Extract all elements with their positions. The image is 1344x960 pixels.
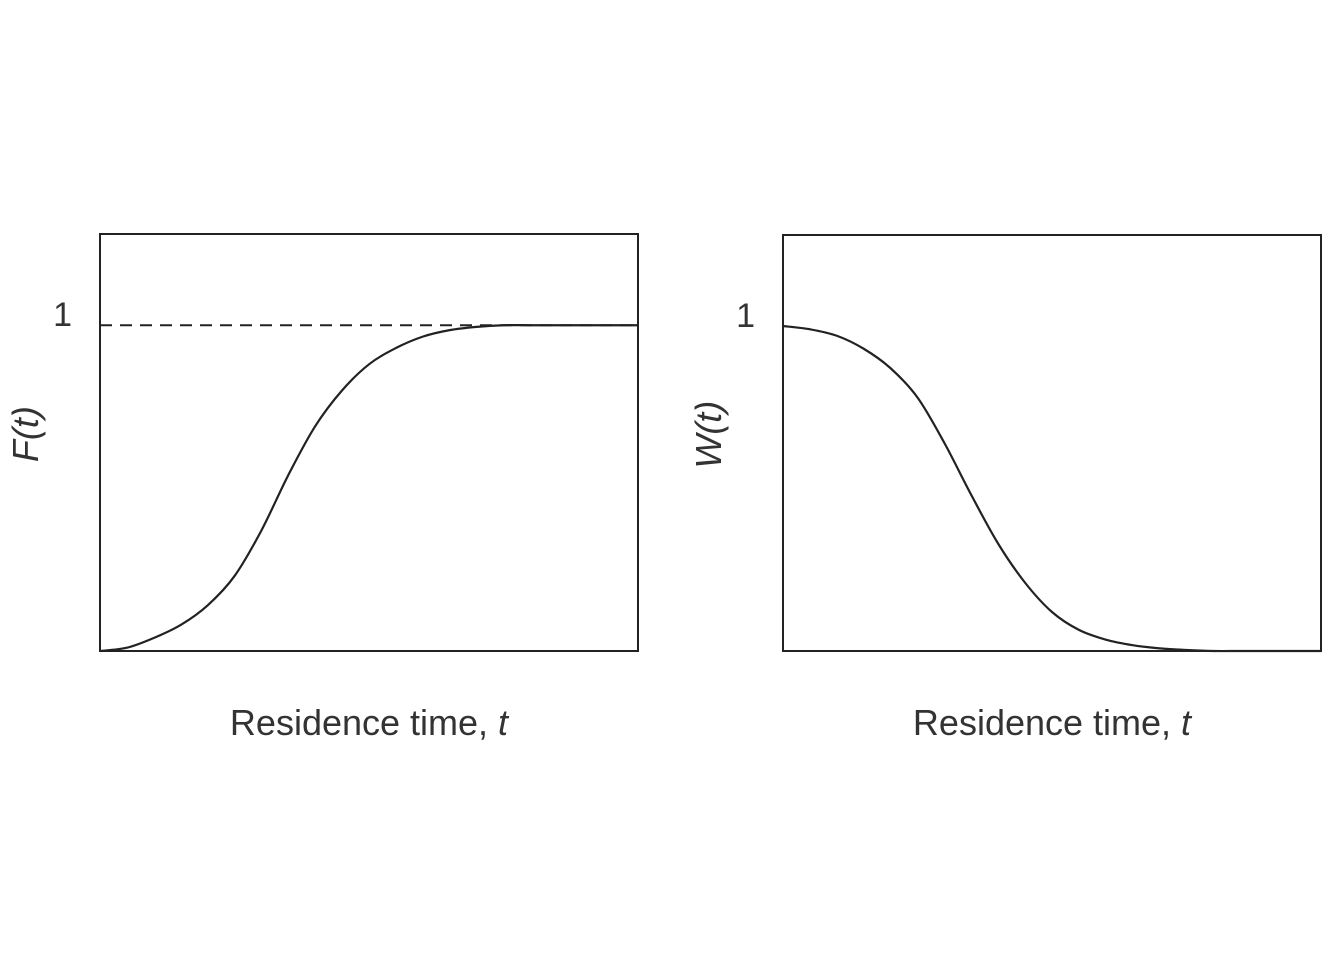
panel-w: 1 W(t) Residence time, t <box>688 234 1322 743</box>
xlabel-w-var: t <box>1181 702 1193 743</box>
xlabel-f: Residence time, t <box>230 702 510 743</box>
xlabel-f-text: Residence time, <box>230 702 498 743</box>
xlabel-w-text: Residence time, <box>913 702 1181 743</box>
series-line-f <box>99 324 638 653</box>
ylabel-f: F(t) <box>5 406 46 462</box>
ytick-label-w: 1 <box>736 297 755 335</box>
panel-f: 1 F(t) Residence time, t <box>5 233 639 743</box>
xlabel-f-var: t <box>498 702 510 743</box>
ytick-label-f: 1 <box>53 296 72 334</box>
plot-frame-w <box>782 234 1322 652</box>
ylabel-w: W(t) <box>688 401 729 469</box>
series-line-w <box>782 324 1321 653</box>
xlabel-w: Residence time, t <box>913 702 1193 743</box>
plot-frame-f <box>99 233 639 652</box>
